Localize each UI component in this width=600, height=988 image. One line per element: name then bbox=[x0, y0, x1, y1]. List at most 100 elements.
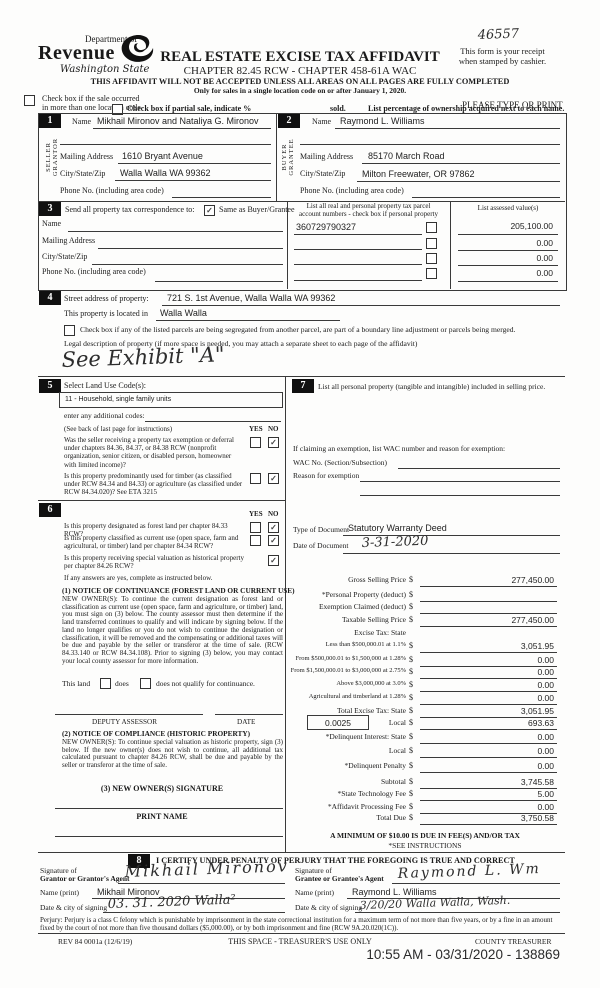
buyer-city-line[interactable] bbox=[357, 181, 560, 182]
grantee-name-value[interactable]: Raymond L. Williams bbox=[352, 887, 437, 897]
fin-line[interactable] bbox=[420, 743, 557, 744]
buyer-mailing-value[interactable]: 85170 March Road bbox=[368, 151, 445, 161]
buyer-name-line-2[interactable] bbox=[300, 144, 560, 145]
fin-line[interactable] bbox=[420, 772, 557, 773]
doc-type-line[interactable] bbox=[343, 535, 560, 536]
parcel-2-personal-checkbox[interactable] bbox=[426, 238, 437, 249]
grantee-signature-line[interactable] bbox=[392, 883, 560, 884]
sec3-mailing-line[interactable] bbox=[98, 248, 283, 249]
minimum-note: A MINIMUM OF $10.00 IS DUE IN FEE(S) AND… bbox=[330, 831, 520, 840]
buyer-name-value[interactable]: Raymond L. Williams bbox=[340, 116, 425, 126]
grantee-date-line[interactable] bbox=[355, 912, 560, 913]
assessed-value-4[interactable]: 0.00 bbox=[536, 268, 553, 278]
doc-type-value[interactable]: Statutory Warranty Deed bbox=[348, 523, 447, 533]
fin-line[interactable] bbox=[420, 800, 557, 801]
sec5-q1-no-checkbox[interactable]: ✓ bbox=[268, 437, 279, 448]
parcel-4-personal-checkbox[interactable] bbox=[426, 268, 437, 279]
dept-of-label: Department of bbox=[85, 34, 138, 44]
seller-name-line-2[interactable] bbox=[60, 144, 271, 145]
sec6-q3-no-checkbox[interactable]: ✓ bbox=[268, 555, 279, 566]
fin-line[interactable] bbox=[420, 613, 557, 614]
wac-line[interactable] bbox=[398, 468, 560, 469]
legal-description-handwritten[interactable]: See Exhibit "A" bbox=[61, 342, 225, 372]
land-use-code-box[interactable]: 11 - Household, single family units bbox=[59, 392, 283, 408]
grantee-name-line[interactable] bbox=[347, 898, 560, 899]
grantor-signature-line[interactable] bbox=[118, 883, 285, 884]
sec6-q2-no-checkbox[interactable]: ✓ bbox=[268, 535, 279, 546]
same-as-buyer-checkbox[interactable]: ✓ bbox=[204, 205, 215, 216]
street-address-line[interactable] bbox=[162, 305, 560, 306]
fin-line[interactable] bbox=[420, 586, 557, 587]
parcel-3-line[interactable] bbox=[294, 264, 422, 265]
grantor-name-line[interactable] bbox=[92, 898, 285, 899]
parcel-1-line[interactable] bbox=[294, 234, 422, 235]
fin-line[interactable] bbox=[420, 691, 557, 692]
grantee-name-label: Name (print) bbox=[295, 888, 334, 897]
buyer-mailing-line[interactable] bbox=[362, 163, 560, 164]
sec6-q1-yes-checkbox[interactable] bbox=[250, 522, 261, 533]
located-in-line[interactable] bbox=[156, 320, 340, 321]
land-does-qualify-checkbox[interactable] bbox=[100, 678, 111, 689]
fin-line[interactable] bbox=[420, 729, 557, 730]
additional-codes-line[interactable] bbox=[145, 421, 281, 422]
grantor-date-handwritten[interactable]: 03. 31. 2020 Walla² bbox=[107, 892, 237, 912]
sec6-q1-no-checkbox[interactable]: ✓ bbox=[268, 522, 279, 533]
fin-line[interactable] bbox=[420, 757, 557, 758]
seller-mailing-value[interactable]: 1610 Bryant Avenue bbox=[122, 151, 203, 161]
fin-line[interactable] bbox=[420, 626, 557, 627]
seller-mailing-line[interactable] bbox=[118, 163, 271, 164]
sec3-city-line[interactable] bbox=[92, 264, 283, 265]
seller-phone-line[interactable] bbox=[172, 197, 271, 198]
instructions-note: (See back of last page for instructions) bbox=[64, 425, 173, 433]
fin-line[interactable] bbox=[420, 678, 557, 679]
parcel-2-line[interactable] bbox=[294, 249, 422, 250]
buyer-name-line[interactable] bbox=[335, 128, 560, 129]
fin-line[interactable] bbox=[420, 704, 557, 705]
grantor-name-label: Name (print) bbox=[40, 888, 79, 897]
receipt-note-1: This form is your receipt bbox=[460, 46, 545, 56]
seller-name-line[interactable] bbox=[93, 128, 271, 129]
fin-line[interactable] bbox=[420, 788, 557, 789]
seller-name-value[interactable]: Mikhail Mironov and Nataliya G. Mironov bbox=[97, 116, 259, 126]
fin-line[interactable] bbox=[420, 652, 557, 653]
fin-line[interactable] bbox=[420, 824, 557, 825]
fin-line[interactable] bbox=[420, 601, 557, 602]
sec5-q2-no-checkbox[interactable]: ✓ bbox=[268, 473, 279, 484]
deputy-assessor-line[interactable] bbox=[55, 714, 203, 715]
grantor-name-value[interactable]: Mikhail Mironov bbox=[97, 887, 160, 897]
sec6-q2-yes-checkbox[interactable] bbox=[250, 535, 261, 546]
print-name-line[interactable] bbox=[55, 836, 283, 837]
located-in-value[interactable]: Walla Walla bbox=[160, 308, 207, 318]
deputy-date-line[interactable] bbox=[215, 714, 283, 715]
street-address-value[interactable]: 721 S. 1st Avenue, Walla Walla WA 99362 bbox=[167, 293, 336, 303]
local-rate-box[interactable]: 0.0025 bbox=[307, 715, 369, 730]
new-owner-signature-line[interactable] bbox=[55, 808, 283, 809]
assessed-value-2[interactable]: 0.00 bbox=[536, 238, 553, 248]
parcel-1-personal-checkbox[interactable] bbox=[426, 222, 437, 233]
parcel-3-personal-checkbox[interactable] bbox=[426, 253, 437, 264]
parcel-number-1[interactable]: 360729790327 bbox=[296, 222, 357, 232]
doc-date-line[interactable] bbox=[343, 553, 560, 554]
doc-date-handwritten[interactable]: 3-31-2020 bbox=[361, 533, 429, 551]
parcel-4-line[interactable] bbox=[294, 280, 422, 281]
fin-line[interactable] bbox=[420, 666, 557, 667]
sec3-name-line[interactable] bbox=[68, 231, 283, 232]
assessed-value-1[interactable]: 205,100.00 bbox=[510, 221, 553, 231]
sec5-q1-yes-checkbox[interactable] bbox=[250, 437, 261, 448]
segregated-checkbox[interactable] bbox=[64, 325, 75, 336]
reason-line-2[interactable] bbox=[360, 495, 560, 496]
seller-city-line[interactable] bbox=[115, 180, 271, 181]
reason-line-1[interactable] bbox=[360, 481, 560, 482]
multi-location-checkbox[interactable] bbox=[24, 95, 35, 106]
partial-sale-checkbox[interactable] bbox=[112, 104, 123, 115]
sec5-q2-yes-checkbox[interactable] bbox=[250, 473, 261, 484]
fin-line[interactable] bbox=[420, 813, 557, 814]
land-does-not-qualify-checkbox[interactable] bbox=[140, 678, 151, 689]
seller-city-value[interactable]: Walla Walla WA 99362 bbox=[120, 168, 211, 178]
buyer-phone-line[interactable] bbox=[412, 197, 560, 198]
assessed-value-3[interactable]: 0.00 bbox=[536, 253, 553, 263]
grantor-date-line[interactable] bbox=[103, 912, 285, 913]
fin-line[interactable] bbox=[420, 717, 557, 718]
buyer-city-value[interactable]: Milton Freewater, OR 97862 bbox=[362, 169, 475, 179]
sec3-phone-line[interactable] bbox=[155, 281, 283, 282]
